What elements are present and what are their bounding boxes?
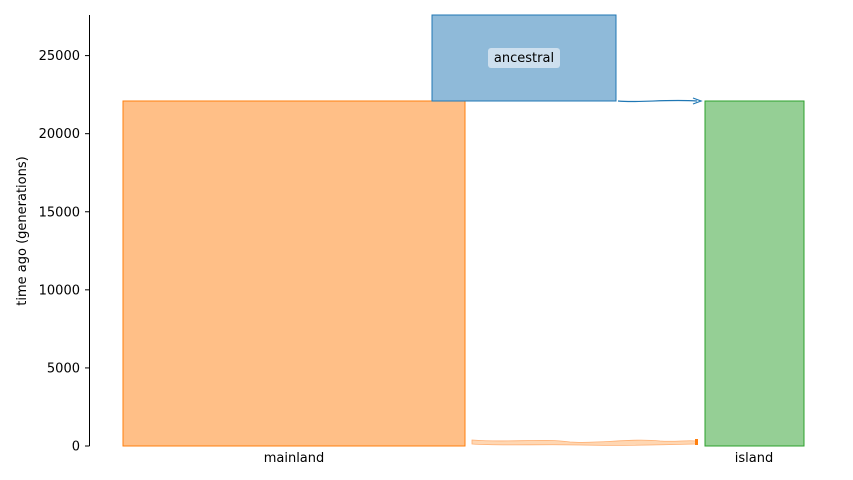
y-tick-label: 25000 xyxy=(39,49,80,64)
deme-island-box xyxy=(704,100,805,447)
x-tick-label-island: island xyxy=(735,451,773,466)
y-tick-label: 0 xyxy=(72,440,80,455)
migration-arrowhead-ancestral xyxy=(692,97,703,105)
migration-arrowhead-mainland xyxy=(695,439,698,445)
deme-mainland-box xyxy=(122,100,466,447)
y-tick-label: 5000 xyxy=(47,361,80,376)
y-tick-label: 10000 xyxy=(39,283,80,298)
y-tick-label: 20000 xyxy=(39,127,80,142)
x-tick-label-mainland: mainland xyxy=(264,451,325,466)
y-axis-title: time ago (generations) xyxy=(15,156,30,305)
ancestral-label-background xyxy=(488,48,560,68)
ancestral-label: ancestral xyxy=(494,51,554,66)
migration-arrow-ancestral-to-island xyxy=(617,99,698,103)
y-tick-label: 15000 xyxy=(39,205,80,220)
y-ticks: 0 5000 10000 15000 20000 25000 xyxy=(39,49,90,455)
migration-band-mainland-to-island xyxy=(471,439,697,446)
